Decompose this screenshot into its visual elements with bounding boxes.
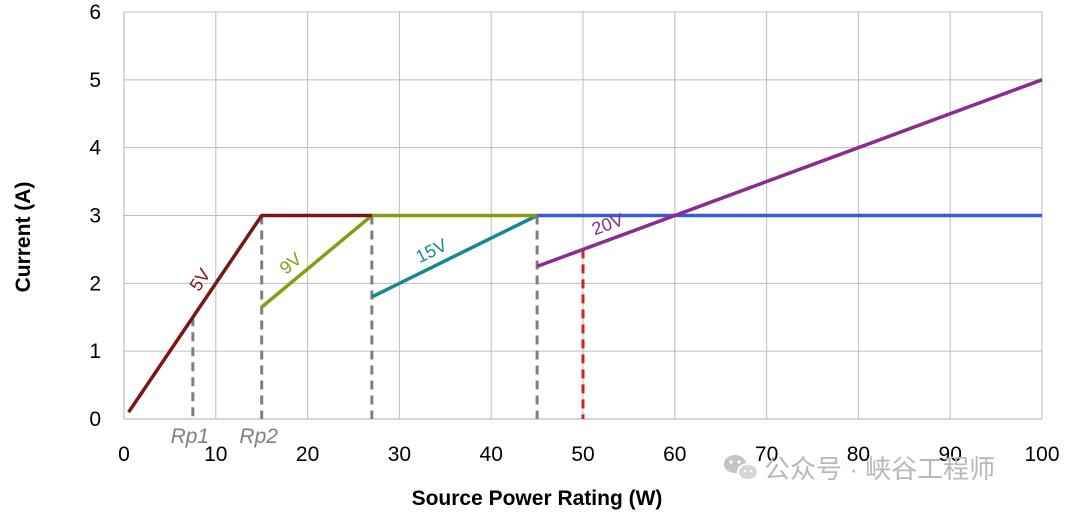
marker-label: Rp2: [239, 425, 278, 448]
series-line: [371, 213, 538, 299]
y-axis-title: Current (A): [12, 182, 35, 293]
y-tick-label: 3: [89, 205, 101, 228]
marker-label: Rp1: [171, 425, 210, 448]
x-tick-label: 100: [1024, 443, 1059, 466]
x-tick-label: 50: [571, 443, 594, 466]
x-axis-title: Source Power Rating (W): [412, 487, 663, 510]
series-line: [536, 78, 1043, 269]
x-tick-label: 40: [480, 443, 503, 466]
wechat-icon: [724, 455, 759, 481]
x-tick-label: 90: [939, 443, 962, 466]
x-tick-label: 60: [663, 443, 686, 466]
y-tick-label: 1: [89, 340, 101, 363]
y-tick-label: 5: [89, 69, 101, 92]
series-line: [127, 213, 372, 414]
y-tick-label: 4: [89, 137, 101, 160]
y-tick-label: 2: [89, 272, 101, 295]
x-tick-label: 0: [118, 443, 130, 466]
watermark-text: 公众号 · 峡谷工程师: [764, 454, 995, 484]
x-tick-label: 30: [388, 443, 411, 466]
x-tick-label: 20: [296, 443, 319, 466]
watermark: 公众号 · 峡谷工程师: [724, 454, 995, 484]
x-tick-label: 10: [204, 443, 227, 466]
tick-labels: 0 10 20 30 40 50 60 70 80 90 100 0 1 2 3 4 5 6: [89, 1, 1059, 466]
x-tick-label: 80: [847, 443, 870, 466]
y-tick-label: 6: [89, 1, 101, 24]
vertical-markers: Rp1 Rp2: [171, 215, 585, 448]
y-tick-label: 0: [89, 408, 101, 431]
x-tick-label: 70: [755, 443, 778, 466]
series-lines: [127, 78, 1043, 414]
